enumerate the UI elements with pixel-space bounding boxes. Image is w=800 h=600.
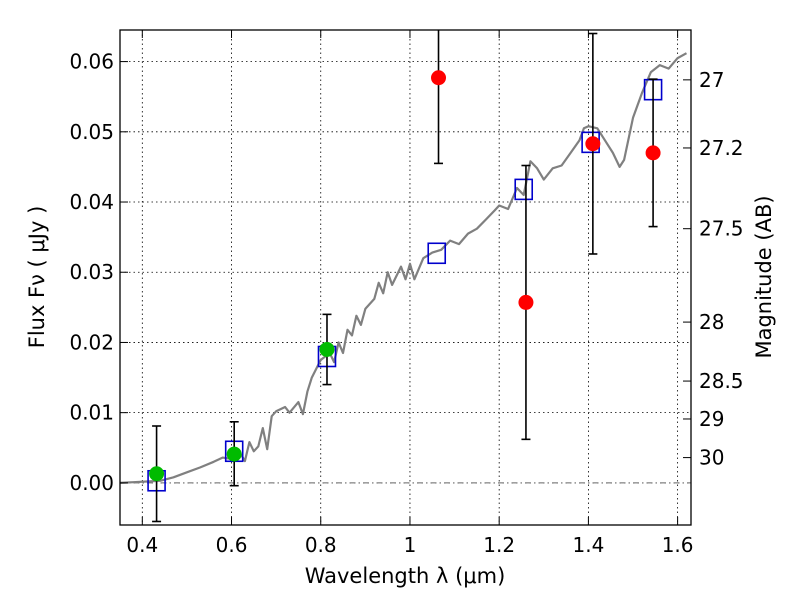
magnitude-tick-label: 27	[699, 68, 724, 92]
y-axis-label: Flux Fν ( μJy )	[25, 206, 49, 349]
x-tick-label: 1	[404, 533, 417, 557]
y-tick-label: 0.00	[69, 471, 114, 495]
plot-area	[120, 52, 688, 484]
y-tick-label: 0.05	[69, 120, 114, 144]
y-tick-label: 0.04	[69, 190, 114, 214]
y-tick-label: 0.01	[69, 401, 114, 425]
magnitude-tick-label: 27.2	[699, 136, 744, 160]
upper-limit-point	[645, 145, 661, 161]
model-square	[427, 242, 447, 265]
x-tick-label: 0.4	[126, 533, 158, 557]
x-tick-label: 0.6	[216, 533, 248, 557]
model-square	[514, 178, 534, 201]
y-axis: 0.00 0.01 0.02 0.03 0.04 0.05 0.06	[69, 50, 128, 495]
plot-frame	[119, 29, 692, 526]
detection-point	[149, 466, 165, 482]
detection-point	[226, 446, 242, 462]
upper-limit-point	[585, 136, 601, 152]
markers-layer	[147, 30, 663, 523]
x-tick-label: 1.2	[483, 533, 515, 557]
y-tick-label: 0.06	[69, 50, 114, 74]
detection-point	[319, 341, 335, 357]
magnitude-tick-label: 27.5	[699, 217, 744, 241]
magnitude-tick-label: 28.5	[699, 369, 744, 393]
x-axis: 0.4 0.6 0.8 1 1.2 1.4 1.6	[126, 30, 694, 557]
x-axis-label: Wavelength λ (μm)	[305, 564, 506, 588]
upper-limit-point	[431, 70, 447, 86]
x-tick-label: 1.6	[662, 533, 694, 557]
magnitude-tick-label: 29	[699, 407, 724, 431]
spectrum-line	[120, 52, 688, 484]
magnitude-tick-label: 30	[699, 446, 724, 470]
y-tick-label: 0.03	[69, 260, 114, 284]
magnitude-tick-label: 28	[699, 310, 724, 334]
x-tick-label: 0.8	[305, 533, 337, 557]
grid-lines	[120, 30, 691, 525]
x-tick-label: 1.4	[572, 533, 604, 557]
upper-limit-point	[518, 294, 534, 310]
magnitude-axis: 27 27.2 27.5 28 28.5 29 30	[683, 68, 744, 470]
y-tick-label: 0.02	[69, 330, 114, 354]
right-y-axis-label: Magnitude (AB)	[752, 195, 776, 358]
